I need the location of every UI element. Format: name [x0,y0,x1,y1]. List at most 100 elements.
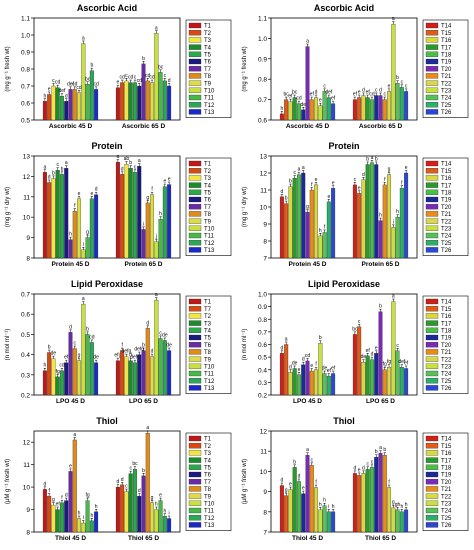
significance-letter: f [61,495,63,501]
bar [292,467,297,533]
significance-letter: i [83,242,84,248]
y-tick-label: 9 [263,489,267,496]
bar [395,350,400,396]
bar [305,211,310,259]
bar [361,179,366,259]
y-tick-label: 8 [263,239,267,246]
bar [137,166,142,259]
y-tick-label: 1.0 [258,292,267,299]
significance-letter: d [354,465,357,471]
legend-entry: T21 [441,350,452,356]
legend-entry: T7 [204,307,212,313]
bar [59,174,64,259]
significance-letter: defg [130,355,140,361]
significance-letter: h [281,106,284,112]
legend-swatch [425,94,439,101]
significance-letter: b [129,160,132,166]
bar [331,373,336,396]
legend-entry: T12 [204,516,215,522]
significance-letter: b [396,75,399,81]
y-tick-label: 0.5 [21,332,30,339]
legend-entry: T23 [441,89,452,95]
legend-swatch [425,22,439,29]
significance-letter: d [121,477,124,483]
significance-letter: i [328,504,329,510]
significance-letter: b [379,304,382,310]
bar [399,511,404,533]
bar [374,457,379,533]
bar [284,495,289,533]
bar [81,249,86,259]
legend-swatch [188,218,202,224]
x-tick-label: Protein 45 D [289,261,327,268]
bar [378,311,383,396]
legend-entry: T14 [441,24,452,30]
significance-letter: h [319,502,322,508]
legend-swatch [425,30,439,36]
significance-letter: a [146,425,149,431]
bar [352,473,357,533]
legend-entry: T16 [441,176,452,182]
legend-swatch [188,211,202,217]
bar [47,94,52,121]
legend-swatch [188,22,202,29]
legend-entry: T1 [204,300,212,306]
legend-entry: T22 [441,357,452,363]
legend-swatch [425,37,439,43]
chart-title: Thiol [96,416,118,426]
legend-swatch [425,493,439,499]
bar [162,340,167,396]
chart-panel-1: Ascorbic Acid 0.5 0.6 0.7 0.8 0.9 1.0 1.1 (mg g⁻… [5,3,232,130]
legend-swatch [188,298,202,305]
significance-letter: d [117,479,120,485]
significance-letter: e [48,86,51,92]
significance-letter: b [375,156,378,162]
significance-letter: cd [72,81,78,87]
significance-letter: ef [288,94,293,100]
legend-entry: T17 [441,321,452,327]
y-tick-label: 0.7 [21,292,30,299]
y-tick-label: 11 [23,462,30,469]
bar [365,97,370,121]
significance-letter: g [146,195,149,201]
bar [154,33,159,121]
y-tick-label: 0.4 [21,352,30,359]
legend-swatch [425,109,439,115]
chart-title: Lipid Peroxidase [308,279,380,289]
legend-swatch [188,370,202,377]
bar [64,362,69,396]
significance-letter: c [358,319,361,325]
legend-swatch [425,66,439,72]
bar [387,367,392,396]
bar [132,172,137,259]
chart-title: Protein [91,141,122,151]
bar [89,342,94,396]
significance-letter: ef [404,360,409,366]
significance-letter: c [371,459,374,465]
significance-letter: a [155,292,158,298]
bar [309,189,314,259]
bar [318,509,323,533]
legend-swatch [188,189,202,195]
legend-entry: T12 [204,241,215,247]
legend-swatch [188,66,202,72]
bar [124,164,129,259]
significance-letter: de [361,354,367,360]
bar [374,353,379,396]
y-tick-label: 0.3 [21,372,30,379]
significance-letter: c [159,330,162,336]
x-tick-label: Thiol 65 D [128,535,159,542]
legend-entry: T20 [441,67,452,73]
bar [326,511,331,533]
bar [85,237,90,259]
significance-letter: a [82,296,85,302]
legend-swatch [425,102,439,108]
chart-panel-5: Lipid Peroxidase 0.2 0.3 0.4 0.5 0.6 0.7 (n mol… [5,279,232,405]
bar [288,101,293,121]
significance-letter: ef [310,92,315,98]
y-axis-label: (mg g⁻¹ fresh wt) [5,46,11,91]
legend-box [185,295,232,394]
bar [128,473,133,533]
